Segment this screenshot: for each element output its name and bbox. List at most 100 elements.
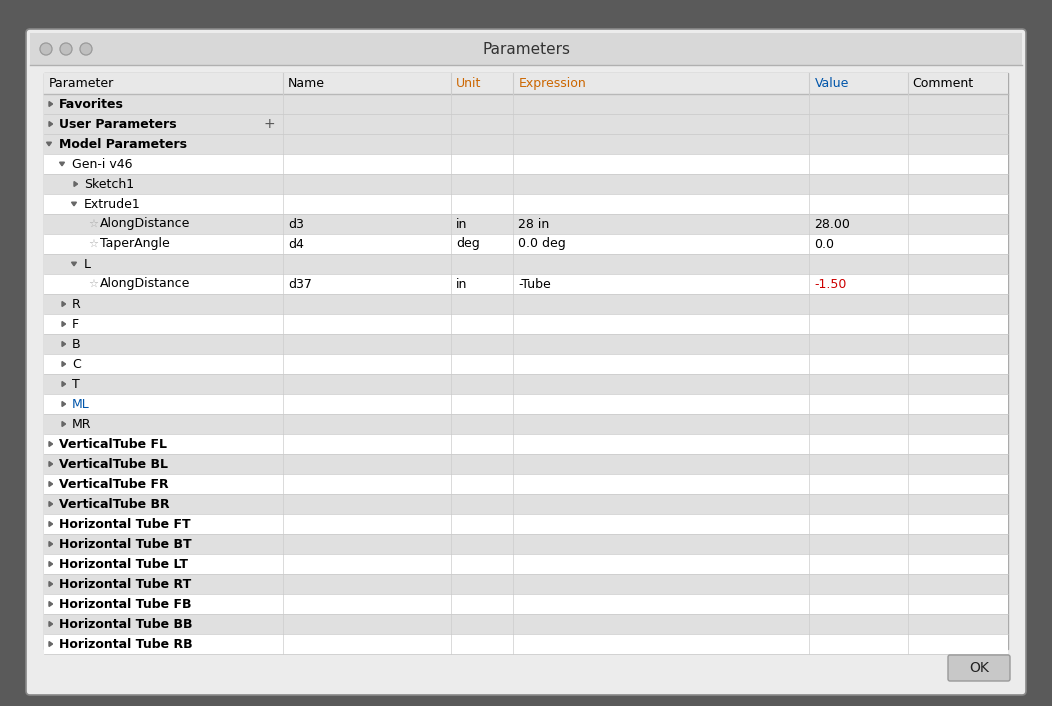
Bar (44, 73, 1008, 649)
Bar (44, 314, 1008, 334)
Bar (44, 494, 1008, 514)
Bar (44, 154, 1008, 174)
Bar (44, 114, 1008, 134)
Bar (44, 214, 1008, 234)
Text: R: R (72, 297, 81, 311)
Polygon shape (49, 561, 53, 566)
FancyBboxPatch shape (948, 655, 1010, 681)
Bar (44, 594, 1008, 614)
Bar (44, 334, 1008, 354)
Polygon shape (49, 102, 53, 107)
Text: in: in (456, 217, 467, 230)
Text: -1.50: -1.50 (814, 277, 847, 290)
Polygon shape (49, 522, 53, 527)
Polygon shape (49, 602, 53, 606)
Polygon shape (62, 301, 65, 306)
Text: T: T (72, 378, 80, 390)
Text: Horizontal Tube LT: Horizontal Tube LT (59, 558, 188, 570)
Text: VerticalTube BR: VerticalTube BR (59, 498, 169, 510)
Bar (44, 294, 1008, 314)
Bar (44, 194, 1008, 214)
Circle shape (40, 43, 52, 55)
Text: Favorites: Favorites (59, 97, 124, 111)
Bar (44, 434, 1008, 454)
Polygon shape (60, 162, 64, 166)
Polygon shape (62, 342, 65, 347)
Text: ML: ML (72, 397, 89, 410)
Bar (44, 94, 1008, 114)
Text: Parameter: Parameter (49, 77, 115, 90)
Bar (44, 614, 1008, 634)
FancyBboxPatch shape (31, 33, 1021, 65)
Bar (44, 174, 1008, 194)
Text: deg: deg (456, 237, 480, 251)
Text: ☆: ☆ (88, 239, 98, 249)
Text: Horizontal Tube BB: Horizontal Tube BB (59, 618, 193, 630)
Polygon shape (72, 202, 77, 206)
Bar (44, 514, 1008, 534)
Polygon shape (49, 642, 53, 647)
Bar (44, 394, 1008, 414)
Polygon shape (62, 381, 65, 386)
Bar (44, 554, 1008, 574)
Text: Horizontal Tube BT: Horizontal Tube BT (59, 537, 191, 551)
Bar (44, 134, 1008, 154)
Bar (44, 73, 1008, 94)
Text: VerticalTube FL: VerticalTube FL (59, 438, 167, 450)
Text: Horizontal Tube FB: Horizontal Tube FB (59, 597, 191, 611)
Text: +: + (263, 117, 275, 131)
FancyBboxPatch shape (26, 29, 1026, 695)
Text: B: B (72, 337, 81, 350)
Text: Sketch1: Sketch1 (84, 177, 134, 191)
Text: Model Parameters: Model Parameters (59, 138, 187, 150)
Text: in: in (456, 277, 467, 290)
Polygon shape (49, 621, 53, 626)
Text: Parameters: Parameters (482, 42, 570, 56)
Bar (44, 354, 1008, 374)
Polygon shape (49, 462, 53, 467)
Text: ☆: ☆ (88, 219, 98, 229)
Bar (44, 274, 1008, 294)
Text: -Tube: -Tube (519, 277, 551, 290)
Polygon shape (62, 361, 65, 366)
Polygon shape (72, 262, 77, 265)
Polygon shape (49, 481, 53, 486)
Text: Expression: Expression (519, 77, 586, 90)
Text: Horizontal Tube RT: Horizontal Tube RT (59, 578, 191, 590)
Text: Gen-i v46: Gen-i v46 (72, 157, 133, 171)
Text: Value: Value (814, 77, 849, 90)
Text: AlongDistance: AlongDistance (100, 277, 190, 290)
Text: Comment: Comment (913, 77, 974, 90)
Polygon shape (49, 582, 53, 587)
Text: Horizontal Tube FT: Horizontal Tube FT (59, 517, 190, 530)
Bar (44, 234, 1008, 254)
Circle shape (80, 43, 92, 55)
Text: 0.0 deg: 0.0 deg (519, 237, 566, 251)
Text: d4: d4 (288, 237, 304, 251)
Text: 28.00: 28.00 (814, 217, 850, 230)
Text: Extrude1: Extrude1 (84, 198, 141, 210)
Text: OK: OK (969, 661, 989, 675)
Polygon shape (49, 441, 53, 446)
Text: Unit: Unit (456, 77, 481, 90)
Text: TaperAngle: TaperAngle (100, 237, 169, 251)
Bar (44, 454, 1008, 474)
Bar (44, 374, 1008, 394)
Polygon shape (49, 501, 53, 506)
Text: 28 in: 28 in (519, 217, 550, 230)
Text: 0.0: 0.0 (814, 237, 834, 251)
Bar (44, 534, 1008, 554)
Text: ☆: ☆ (88, 279, 98, 289)
Polygon shape (62, 402, 65, 407)
Polygon shape (62, 421, 65, 426)
Bar (44, 474, 1008, 494)
Polygon shape (46, 142, 52, 146)
Polygon shape (74, 181, 78, 186)
Bar (44, 634, 1008, 654)
Text: Name: Name (288, 77, 325, 90)
Circle shape (60, 43, 72, 55)
Polygon shape (62, 321, 65, 326)
Bar (44, 414, 1008, 434)
Polygon shape (49, 542, 53, 546)
Text: C: C (72, 357, 81, 371)
